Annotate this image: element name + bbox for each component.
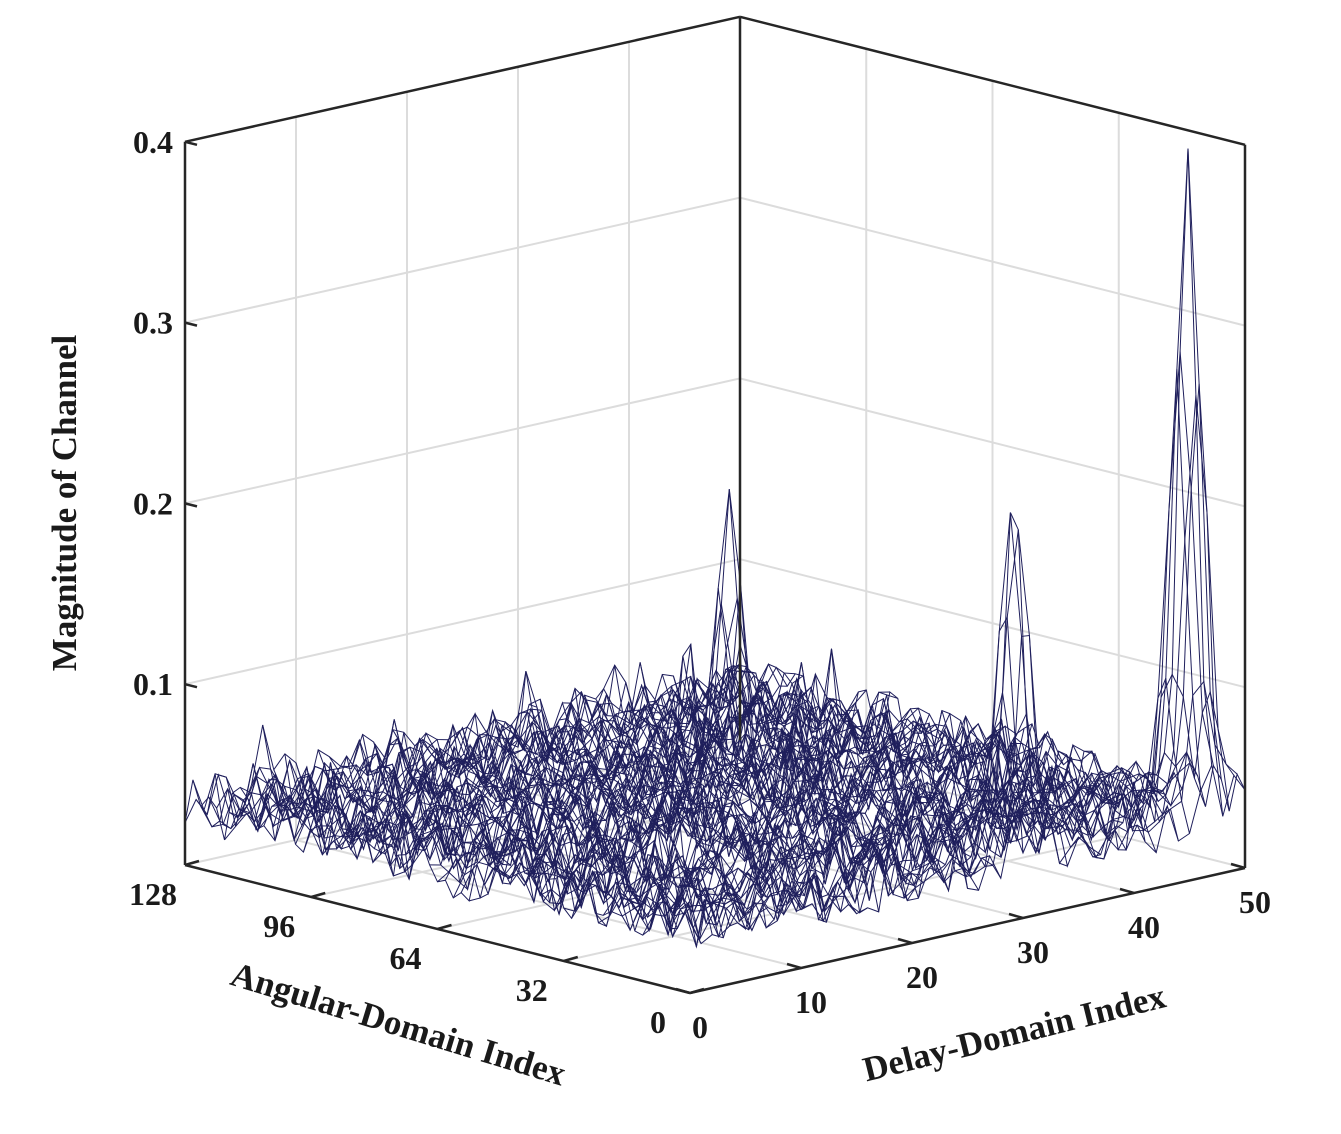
mesh-line-angular xyxy=(484,727,1040,885)
mesh-line-angular xyxy=(405,712,962,861)
mesh-line-angular xyxy=(366,707,922,870)
z-tick-label: 0.2 xyxy=(133,485,173,521)
mesh-line-angular xyxy=(508,738,1064,879)
tick-labels: 0.1 0.2 0.3 0.4 0 10 20 30 40 50 0 32 64 96 128 xyxy=(129,124,1271,1045)
angular-tick-label: 32 xyxy=(516,972,548,1008)
mesh-line-angular xyxy=(381,711,938,877)
mesh-line-angular xyxy=(594,764,1151,928)
z-tick xyxy=(184,682,198,689)
delay-tick-label: 10 xyxy=(795,984,827,1020)
mesh-line-angular xyxy=(208,667,764,830)
axis-edge xyxy=(184,15,741,144)
mesh-line-angular xyxy=(437,598,993,884)
z-gridline xyxy=(184,15,1246,146)
mesh-line-angular xyxy=(689,763,1246,945)
mesh-line-angular xyxy=(650,673,1206,939)
angular-tick xyxy=(689,987,705,995)
delay-tick xyxy=(897,937,913,945)
mesh-line-angular xyxy=(374,707,930,861)
delay-tick xyxy=(675,987,691,995)
mesh-line-angular xyxy=(350,697,906,864)
angular-gridline-floor xyxy=(563,835,1119,962)
axis-edge xyxy=(689,866,1246,995)
mesh-line-angular xyxy=(674,395,1230,949)
angular-tick xyxy=(563,955,579,963)
z-tick xyxy=(184,321,198,327)
mesh-line-angular xyxy=(610,767,1167,917)
delay-tick xyxy=(786,962,802,970)
delay-tick-label: 0 xyxy=(692,1009,708,1045)
z-tick-label: 0.3 xyxy=(133,305,173,341)
mesh-line-angular xyxy=(531,705,1088,912)
angular-tick xyxy=(437,923,452,931)
z-tick-label: 0.4 xyxy=(133,124,173,160)
angular-tick-label: 96 xyxy=(263,908,295,944)
angular-tick-label: 64 xyxy=(390,940,422,976)
delay-tick xyxy=(1119,887,1135,895)
grid xyxy=(184,15,1246,994)
mesh-line-angular xyxy=(397,710,954,881)
mesh-line-angular xyxy=(358,709,914,856)
delay-tick-label: 20 xyxy=(906,959,938,995)
delay-tick-label: 50 xyxy=(1239,884,1271,920)
mesh-line-angular xyxy=(200,664,756,828)
mesh-line-angular xyxy=(460,725,1017,893)
mesh-line-angular xyxy=(516,656,1072,905)
mesh-line-angular xyxy=(468,728,1025,902)
z-tick xyxy=(184,140,198,147)
mesh-line-delay xyxy=(706,148,1213,822)
mesh-line-angular xyxy=(618,764,1175,932)
angular-tick xyxy=(184,859,200,867)
z-axis-label: Magnitude of Channel xyxy=(45,335,84,672)
delay-tick xyxy=(1008,912,1024,920)
mesh-line-angular xyxy=(429,489,985,873)
z-tick-label: 0.1 xyxy=(133,666,173,702)
z-gridline xyxy=(184,377,1246,508)
axis-edge xyxy=(739,15,1246,147)
z-gridline xyxy=(184,196,1246,327)
mesh-line-angular xyxy=(279,662,836,839)
angular-tick-label: 0 xyxy=(650,1004,666,1040)
mesh-line-angular xyxy=(184,644,741,824)
mesh-line-angular xyxy=(586,774,1143,924)
delay-tick xyxy=(1230,862,1246,870)
surface-mesh xyxy=(184,148,1246,949)
delay-tick-label: 40 xyxy=(1128,909,1160,945)
mesh-line-angular xyxy=(476,723,1033,896)
axes xyxy=(183,15,1247,995)
angular-tick-label: 128 xyxy=(129,876,177,912)
mesh-line-angular xyxy=(224,662,780,841)
mesh-line-angular xyxy=(681,680,1238,931)
delay-tick-label: 30 xyxy=(1017,934,1049,970)
mesh-line-angular xyxy=(665,148,1222,941)
angular-tick xyxy=(310,891,326,899)
z-tick xyxy=(184,502,198,508)
